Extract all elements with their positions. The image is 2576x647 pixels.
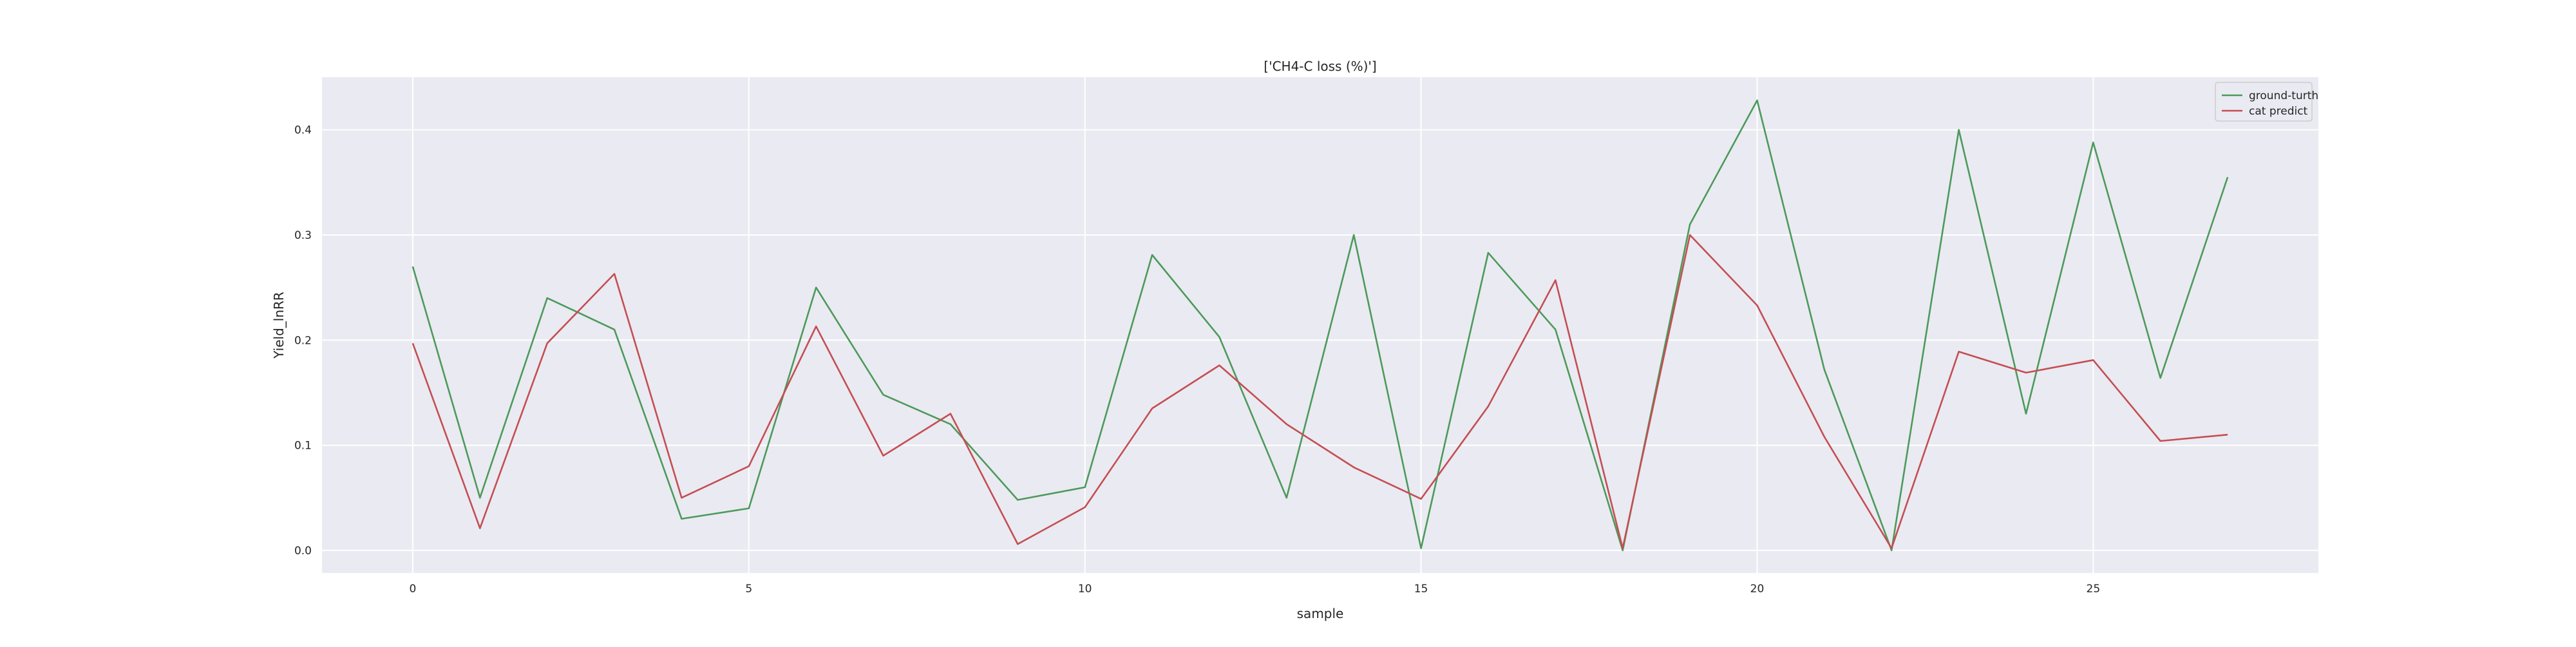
chart-title: ['CH4-C loss (%)'] bbox=[1264, 59, 1376, 74]
legend-label-cat-predict: cat predict bbox=[2249, 105, 2308, 118]
y-tick-label: 0.0 bbox=[294, 545, 312, 558]
series-line-cat-predict bbox=[412, 234, 2228, 549]
x-tick-label: 25 bbox=[2087, 583, 2101, 595]
y-tick-label: 0.4 bbox=[294, 124, 312, 137]
y-tick-label: 0.3 bbox=[294, 229, 312, 242]
x-tick-label: 10 bbox=[1078, 583, 1092, 595]
x-axis-label: sample bbox=[1297, 606, 1344, 621]
legend-label-ground-truth: ground-turth bbox=[2249, 89, 2318, 102]
x-tick-label: 5 bbox=[745, 583, 752, 595]
y-tick-label: 0.2 bbox=[294, 334, 312, 347]
x-tick-label: 0 bbox=[409, 583, 416, 595]
series bbox=[412, 99, 2229, 552]
plot-area bbox=[322, 77, 2318, 573]
x-tick-label: 20 bbox=[1750, 583, 1765, 595]
tick-labels: 0 5 10 15 20 25 0.0 0.1 0.2 0.3 0.4 bbox=[294, 124, 2100, 595]
y-tick-label: 0.1 bbox=[294, 440, 312, 453]
grid bbox=[322, 77, 2318, 573]
legend: ground-turth cat predict bbox=[2215, 82, 2318, 122]
y-axis-label: Yield_lnRR bbox=[271, 292, 287, 359]
x-tick-label: 15 bbox=[1414, 583, 1428, 595]
series-line-ground-truth bbox=[412, 99, 2229, 552]
